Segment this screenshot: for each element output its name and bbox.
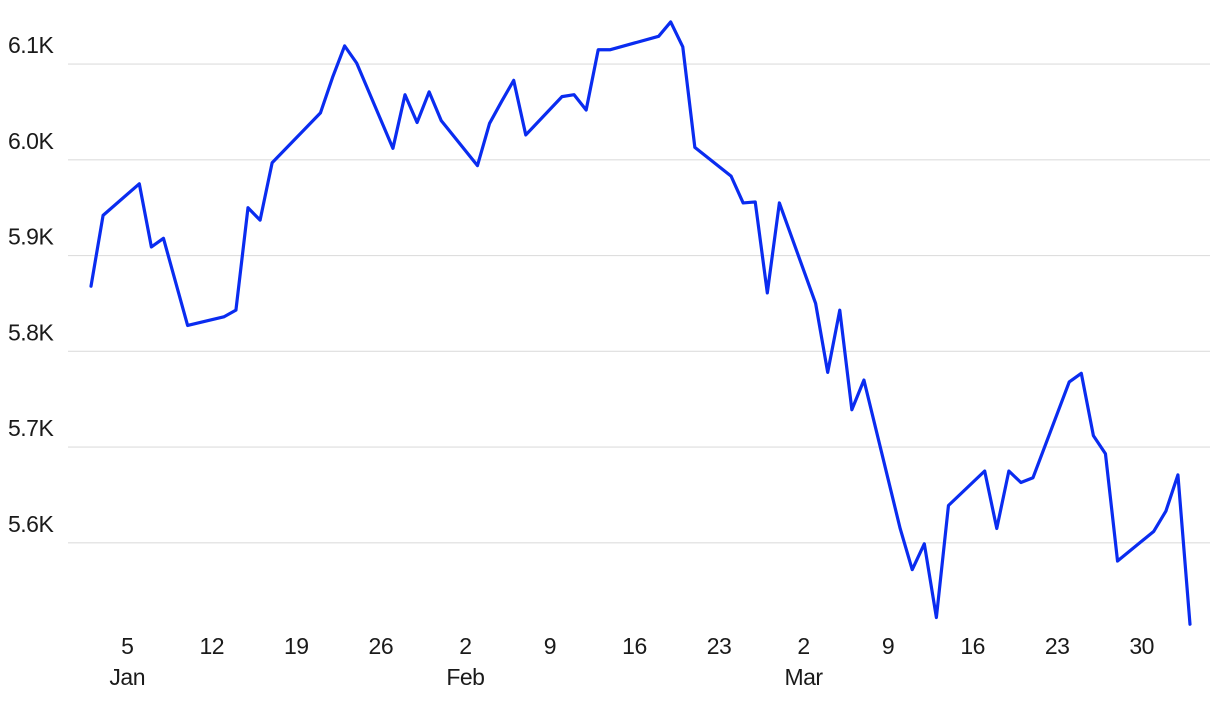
x-tick-label: 12 — [199, 633, 224, 659]
x-tick-label: 16 — [960, 633, 985, 659]
price-line — [89, 20, 1192, 626]
x-tick-label: 30 — [1129, 633, 1154, 659]
x-tick-label: 23 — [1045, 633, 1070, 659]
x-tick-label: 9 — [544, 633, 556, 659]
y-tick-label: 5.9K — [8, 224, 54, 250]
x-tick-label: 26 — [369, 633, 394, 659]
x-month-label: Jan — [109, 664, 145, 690]
y-tick-label: 5.6K — [8, 511, 54, 537]
x-tick-label: 19 — [284, 633, 309, 659]
y-tick-label: 5.7K — [8, 415, 54, 441]
x-month-label: Mar — [784, 664, 823, 690]
y-tick-label: 6.0K — [8, 128, 54, 154]
x-tick-label: 2 — [459, 633, 471, 659]
x-tick-label: 23 — [707, 633, 732, 659]
y-tick-label: 5.8K — [8, 319, 54, 345]
x-tick-label: 9 — [882, 633, 894, 659]
x-tick-label: 5 — [121, 633, 133, 659]
x-tick-label: 16 — [622, 633, 647, 659]
x-tick-label: 2 — [797, 633, 809, 659]
x-month-label: Feb — [446, 664, 484, 690]
y-tick-label: 6.1K — [8, 32, 54, 58]
